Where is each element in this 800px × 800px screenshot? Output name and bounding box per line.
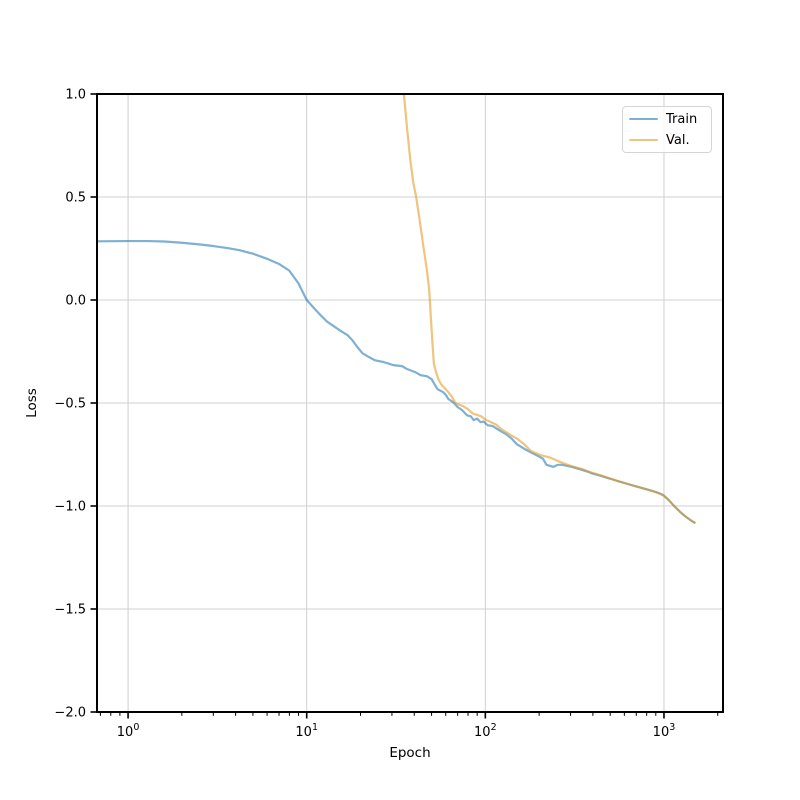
y-tick-label: −1.0 bbox=[54, 500, 86, 515]
series-layer bbox=[97, 94, 696, 525]
tick-label-layer: 100 101 102 103 1.0 0.5 0.0 −0.5 −1.0 −1.5 −2.0 bbox=[54, 88, 675, 741]
y-axis-label: Loss bbox=[24, 388, 40, 418]
x-tick-label: 102 bbox=[474, 722, 497, 740]
tick-layer bbox=[90, 93, 719, 719]
x-axis-label: Epoch bbox=[389, 745, 430, 761]
legend: Train Val. bbox=[622, 106, 712, 153]
legend-item-val: Val. bbox=[629, 132, 705, 148]
legend-line-swatch bbox=[629, 117, 658, 121]
legend-label: Train bbox=[666, 111, 698, 127]
legend-item-train: Train bbox=[629, 111, 705, 127]
y-tick-label: −1.5 bbox=[54, 603, 86, 618]
y-tick-label: 0.0 bbox=[65, 294, 86, 309]
y-tick-label: 0.5 bbox=[65, 191, 86, 206]
val-series-line bbox=[402, 94, 696, 524]
x-tick-label: 101 bbox=[295, 722, 318, 740]
y-tick-label: 1.0 bbox=[65, 88, 86, 103]
y-tick-label: −2.0 bbox=[54, 706, 86, 721]
legend-label: Val. bbox=[666, 132, 690, 148]
train-series-line bbox=[97, 239, 696, 525]
legend-line-swatch bbox=[629, 138, 658, 142]
x-tick-label: 103 bbox=[653, 722, 676, 740]
y-tick-label: −0.5 bbox=[54, 397, 86, 412]
grid-layer bbox=[97, 93, 723, 713]
x-tick-label: 100 bbox=[117, 722, 140, 740]
